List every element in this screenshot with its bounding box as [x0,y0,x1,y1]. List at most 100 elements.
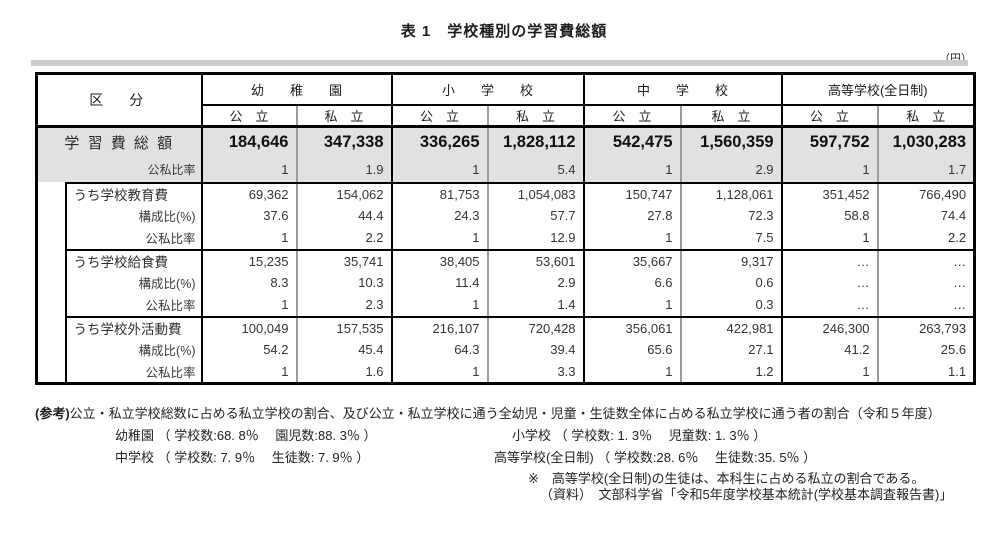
value-cell: 39.4 [487,338,585,361]
value-cell: 25.6 [940,342,967,357]
value-cell: 65.6 [583,338,682,361]
value-cell: 1,560,359 [680,126,783,157]
value-cell: … [781,293,879,318]
expense-table: 区 分 幼 稚 園 小 学 校 中 学 校 高等学校(全日制) 公 立 私 立 … [35,72,977,385]
value-cell: 1 [781,156,879,184]
value-cell: 1 [201,156,298,184]
value-cell: 81,753 [391,181,489,205]
value-cell: 1.4 [487,293,585,318]
value-cell: 27.1 [680,338,783,361]
value-cell: 1 [583,156,682,184]
table-top-shadow-strip [31,60,968,66]
ratio-label: 公私比率 [65,360,203,384]
value-cell: 1.6 [296,360,393,384]
col-header-public: 公 立 [201,104,298,128]
value-cell: … [953,275,967,290]
value-cell: 35,741 [296,249,393,272]
value-cell: 351,452 [781,181,879,205]
value-cell: … [781,271,879,294]
value-cell: 1,128,061 [680,181,783,205]
col-header-public: 公 立 [583,104,682,128]
value-cell: 44.4 [296,204,393,227]
value-cell: 11.4 [391,271,489,294]
value-cell: 3.3 [487,360,585,384]
col-header-public: 公 立 [391,104,489,128]
value-cell: 35,667 [583,249,682,272]
footnote-juniorhigh-share: 中学校 （ 学校数: 7. 9％ 生徒数: 7. 9％ ） [115,450,370,465]
value-cell: 2.3 [296,293,393,318]
value-cell: 766,490 [877,181,975,205]
total-ratio-label: 公私比率 [36,156,203,183]
footnote-source: （資料） 文部科学省「令和5年度学校基本統計(学校基本調査報告書)」 [540,487,953,502]
value-cell: 10.3 [296,271,393,294]
value-cell: 2.9 [680,156,783,184]
value-cell: 1.2 [680,360,783,384]
value-cell: 24.3 [391,204,489,227]
value-cell: 7.5 [680,226,783,251]
value-cell: 246,300 [781,316,879,339]
section-label: うち学校外活動費 [65,316,203,339]
value-cell: … [953,253,967,269]
value-cell: 422,981 [680,316,783,339]
value-cell: 72.3 [680,204,783,227]
value-cell: 216,107 [391,316,489,339]
value-cell: 150,747 [583,181,682,205]
footnote-reference-text: 公立・私立学校総数に占める私立学校の割合、及び公立・私立学校に通う全幼児・児童・… [69,406,941,421]
value-cell: 1 [201,293,298,318]
value-cell: 0.6 [680,271,783,294]
value-cell: 58.8 [781,204,879,227]
header-group-row: 区 分 幼 稚 園 小 学 校 中 学 校 高等学校(全日制) [36,73,975,128]
section-lunch-row: うち学校給食費 15,235 35,741 38,405 53,601 35,667 9,… [37,249,975,272]
value-cell: 597,752 [781,126,879,157]
footnote-highschool-share: 高等学校(全日制) （ 学校数:28. 6％ 生徒数:35. 5％ ） [494,450,817,465]
section-outside-comp-row: 構成比(%) 54.2 45.4 64.3 39.4 65.6 27.1 41.2 25.6 [37,338,975,361]
value-cell: 154,062 [296,181,393,205]
section-education-comp-row: 構成比(%) 37.6 44.4 24.3 57.7 27.8 72.3 58.8 74.4 [37,204,975,227]
section-lunch-ratio-row: 公私比率 1 2.3 1 1.4 1 0.3…… [37,293,975,318]
value-cell: 1,054,083 [487,181,585,205]
value-cell: 542,475 [583,126,682,157]
value-cell: 12.9 [487,226,585,251]
indent-gutter [36,182,67,384]
value-cell: 184,646 [201,126,298,157]
value-cell: 53,601 [487,249,585,272]
value-cell: 38,405 [391,249,489,272]
section-label: うち学校給食費 [65,249,203,272]
value-cell: 1 [391,360,489,384]
section-outside-row: うち学校外活動費 100,049 157,535 216,107 720,428 356… [37,316,975,339]
value-cell: 2.2 [296,226,393,251]
value-cell: 5.4 [487,156,585,184]
value-cell: 1 [391,156,489,184]
value-cell: 37.6 [201,204,298,227]
col-header-private: 私 立 [296,104,393,128]
group-header-kindergarten: 幼 稚 園 [201,73,393,106]
value-cell: 1 [781,226,879,251]
section-outside-ratio-row: 公私比率 1 1.6 1 3.3 1 1.2 1 1.1 [37,360,975,384]
col-header-public: 公 立 [781,104,879,128]
footnote-reference: (参考)公立・私立学校総数に占める私立学校の割合、及び公立・私立学校に通う全幼児… [35,403,941,422]
total-row: 学 習 費 総 額 184,646 347,338 336,265 1,828,112… [36,126,975,157]
value-cell: 720,428 [487,316,585,339]
value-cell: 1 [583,293,682,318]
value-cell: 27.8 [583,204,682,227]
value-cell: 6.6 [583,271,682,294]
group-header-juniorhigh: 中 学 校 [583,73,783,106]
value-cell: 1,828,112 [487,126,585,157]
value-cell: 41.2 [781,338,879,361]
section-label: うち学校教育費 [65,181,203,205]
value-cell: 57.7 [487,204,585,227]
col-header-private: 私 立 [487,104,585,128]
section-education-row: うち学校教育費 69,362 154,062 81,753 1,054,083 150,… [36,181,975,384]
footnote-asterisk-note: ※ 高等学校(全日制)の生徒は、本科生に占める私立の割合である。 [528,471,925,486]
value-cell: 336,265 [391,126,489,157]
value-cell: 9,317 [680,249,783,272]
value-cell: 1 [583,360,682,384]
value-cell: 1 [201,226,298,251]
composition-label: 構成比(%) [65,271,203,294]
value-cell: 15,235 [201,249,298,272]
value-cell: 8.3 [201,271,298,294]
value-cell: 2.9 [487,271,585,294]
composition-label: 構成比(%) [65,338,203,361]
value-cell: 1 [201,360,298,384]
total-ratio-row: 公私比率 1 1.9 1 5.4 1 2.9 1 1.7 [36,156,975,184]
